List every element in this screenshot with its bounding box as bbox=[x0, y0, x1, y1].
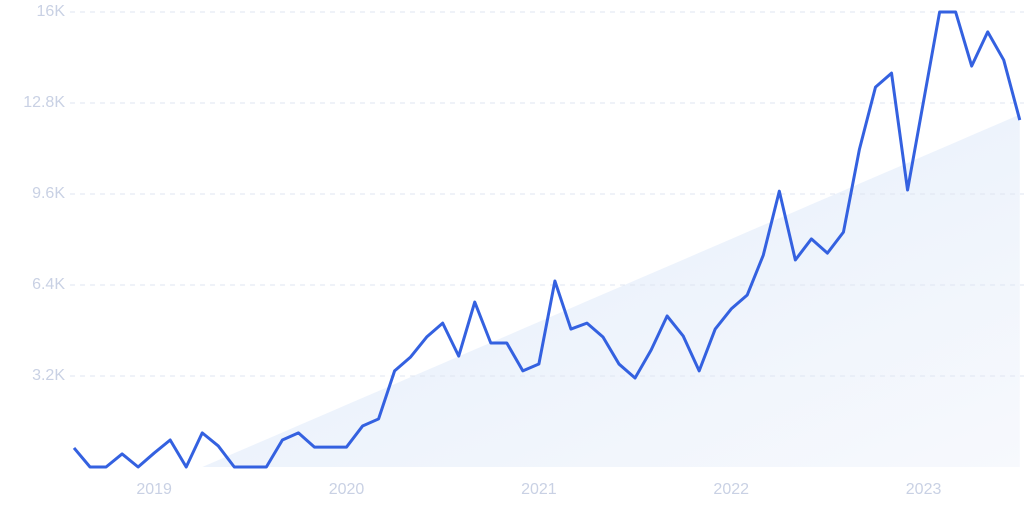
x-tick-label: 2020 bbox=[329, 481, 365, 498]
x-tick-label: 2019 bbox=[136, 481, 172, 498]
y-tick-label: 9.6K bbox=[32, 185, 65, 202]
x-tick-label: 2022 bbox=[713, 481, 749, 498]
x-tick-label: 2021 bbox=[521, 481, 557, 498]
y-tick-label: 16K bbox=[37, 3, 66, 20]
trend-area bbox=[202, 114, 1020, 467]
x-tick-label: 2023 bbox=[906, 481, 942, 498]
y-tick-label: 12.8K bbox=[23, 94, 65, 111]
y-tick-label: 3.2K bbox=[32, 367, 65, 384]
data-line bbox=[72, 10, 1022, 469]
y-tick-label: 6.4K bbox=[32, 276, 65, 293]
